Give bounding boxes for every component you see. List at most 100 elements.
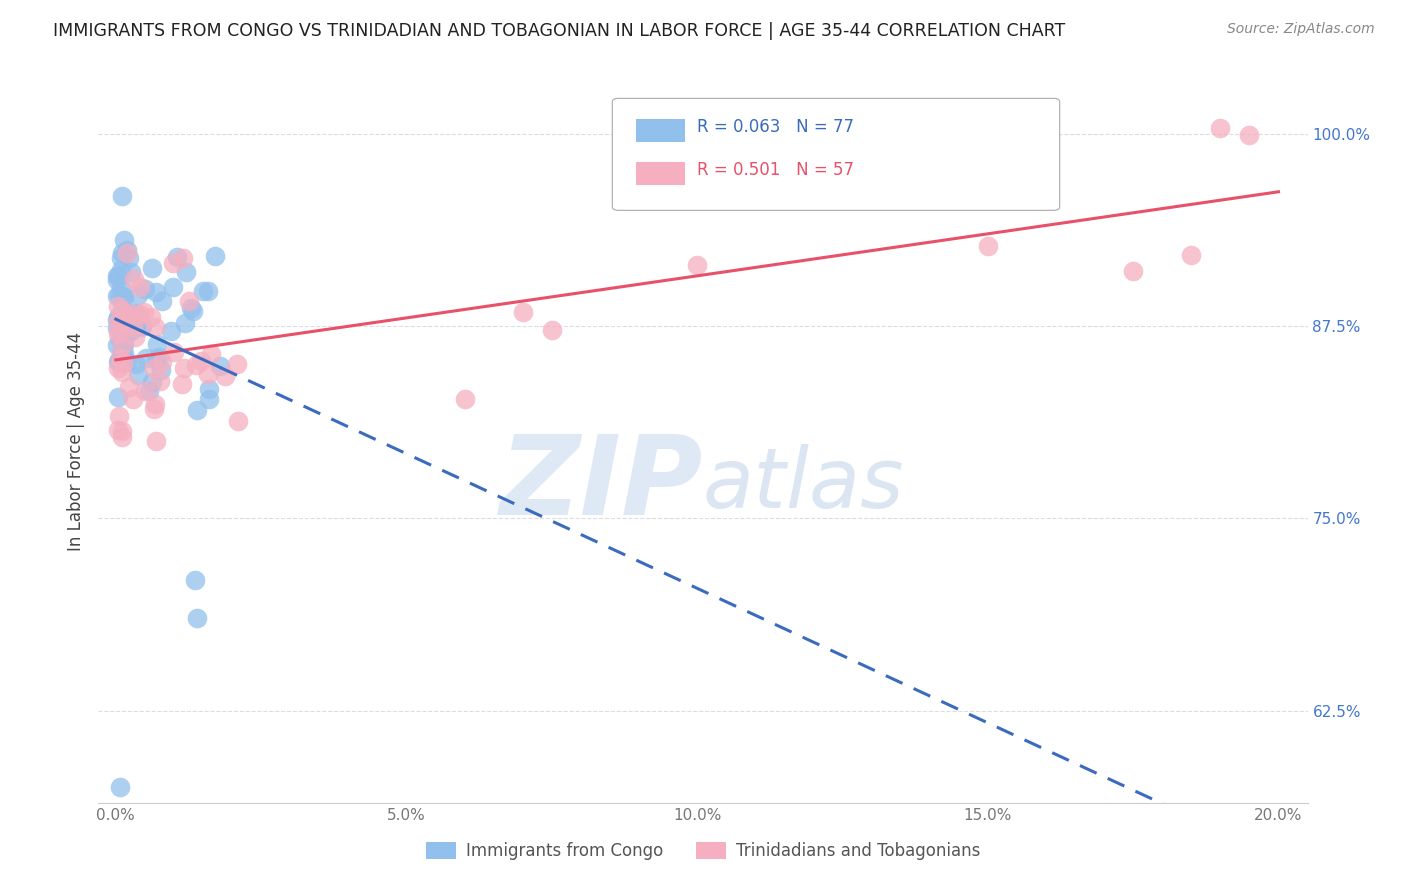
Point	[111, 424, 134, 438]
Point	[143, 402, 166, 417]
Point	[110, 318, 132, 333]
Y-axis label: In Labor Force | Age 35-44: In Labor Force | Age 35-44	[66, 332, 84, 551]
Text: R = 0.501   N = 57: R = 0.501 N = 57	[697, 161, 853, 179]
Point	[134, 384, 156, 399]
Point	[114, 233, 136, 247]
Text: atlas: atlas	[703, 444, 904, 525]
Point	[122, 306, 145, 320]
Point	[111, 337, 134, 351]
Point	[142, 360, 165, 375]
Point	[107, 361, 129, 376]
Point	[145, 285, 167, 300]
Point	[111, 365, 134, 379]
Point	[110, 251, 132, 265]
Point	[110, 281, 132, 295]
Point	[107, 310, 129, 324]
Point	[686, 258, 709, 272]
Point	[111, 302, 134, 317]
Point	[141, 375, 163, 389]
Point	[118, 251, 141, 265]
Point	[163, 345, 186, 359]
Point	[131, 318, 153, 333]
Point	[143, 320, 166, 334]
Point	[120, 324, 142, 338]
Point	[127, 288, 149, 302]
Legend: Immigrants from Congo, Trinidadians and Tobagonians: Immigrants from Congo, Trinidadians and …	[419, 835, 987, 867]
Point	[105, 320, 128, 334]
Point	[112, 346, 135, 360]
Point	[112, 337, 135, 351]
Point	[200, 347, 222, 361]
Text: IMMIGRANTS FROM CONGO VS TRINIDADIAN AND TOBAGONIAN IN LABOR FORCE | AGE 35-44 C: IMMIGRANTS FROM CONGO VS TRINIDADIAN AND…	[53, 22, 1066, 40]
Bar	[637, 162, 685, 185]
Point	[127, 315, 149, 329]
Point	[105, 313, 128, 327]
Point	[115, 246, 138, 260]
Point	[110, 320, 132, 334]
Point	[145, 337, 167, 351]
Point	[107, 315, 129, 329]
Point	[226, 414, 249, 428]
Point	[204, 249, 226, 263]
Point	[129, 320, 152, 334]
Point	[1180, 248, 1202, 262]
FancyBboxPatch shape	[613, 98, 1060, 211]
Point	[145, 434, 167, 448]
Point	[141, 260, 163, 275]
Point	[108, 780, 131, 795]
Point	[117, 326, 139, 341]
Point	[122, 319, 145, 334]
Point	[107, 288, 129, 302]
Point	[150, 355, 173, 369]
Point	[186, 403, 208, 417]
Point	[173, 360, 195, 375]
Point	[124, 318, 146, 333]
Point	[111, 338, 134, 352]
Point	[107, 355, 129, 369]
Point	[105, 338, 128, 352]
Point	[173, 316, 195, 330]
Point	[112, 291, 135, 305]
Point	[124, 330, 146, 344]
Point	[214, 368, 236, 383]
Point	[125, 308, 148, 322]
Point	[112, 289, 135, 303]
Point	[191, 285, 214, 299]
Bar	[637, 119, 685, 142]
Point	[107, 423, 129, 437]
Point	[186, 611, 208, 625]
Point	[111, 314, 134, 328]
Point	[111, 246, 134, 260]
Point	[186, 359, 208, 373]
Point	[122, 272, 145, 286]
Point	[197, 368, 219, 382]
Point	[128, 307, 150, 321]
Point	[145, 397, 167, 411]
Point	[120, 265, 142, 279]
Point	[172, 377, 194, 392]
Point	[977, 239, 1000, 253]
Point	[112, 351, 135, 365]
Point	[190, 354, 212, 368]
Point	[1122, 264, 1144, 278]
Point	[166, 250, 188, 264]
Point	[108, 323, 131, 337]
Point	[149, 374, 172, 388]
Point	[117, 354, 139, 368]
Point	[453, 392, 475, 406]
Point	[138, 384, 160, 398]
Point	[150, 363, 173, 377]
Point	[107, 390, 129, 404]
Point	[1239, 128, 1261, 143]
Point	[148, 351, 170, 365]
Point	[172, 251, 194, 265]
Point	[162, 255, 184, 269]
Point	[180, 301, 202, 316]
Point	[540, 323, 562, 337]
Point	[1209, 120, 1232, 135]
Point	[125, 357, 148, 371]
Point	[159, 324, 181, 338]
Point	[1035, 185, 1057, 199]
Point	[174, 265, 197, 279]
Point	[114, 308, 136, 322]
